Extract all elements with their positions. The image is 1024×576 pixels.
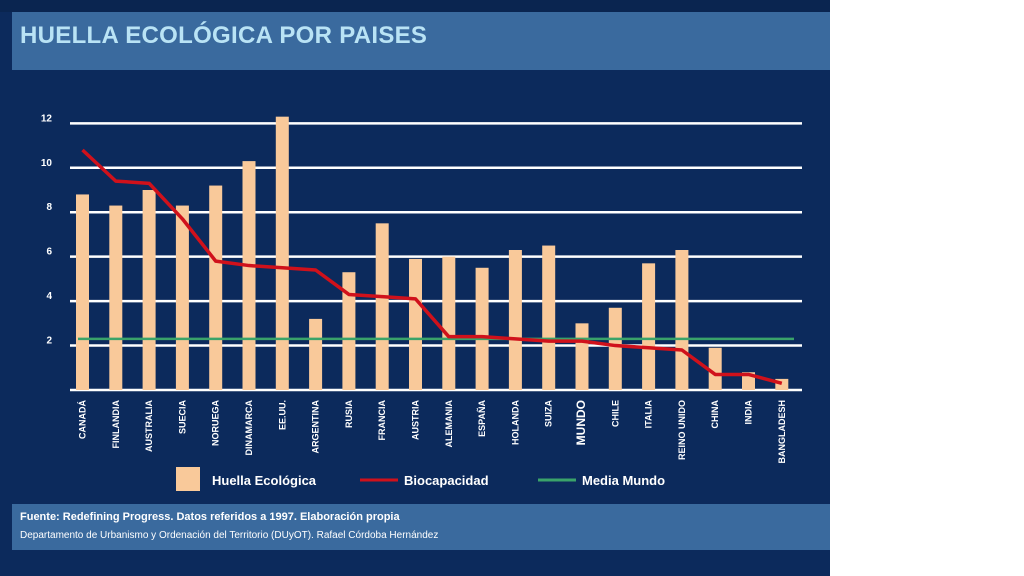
- x-category-label: BANGLADESH: [777, 400, 787, 464]
- x-category-label: CHILE: [610, 400, 620, 427]
- x-category-label: FINLANDIA: [111, 400, 121, 449]
- bar-huella: [508, 250, 522, 390]
- x-category-label: AUSTRALIA: [144, 400, 154, 452]
- lines: [78, 148, 794, 386]
- y-tick-labels: 2 4 6 8 10 12: [41, 113, 53, 346]
- x-category-label: DINAMARCA: [244, 400, 254, 456]
- bar-huella: [275, 116, 289, 390]
- bar-huella: [675, 250, 689, 390]
- slide-background: HUELLA ECOLÓGICA POR PAISES 2 4 6 8 10 12 CAN…: [0, 0, 830, 576]
- bar-huella: [575, 323, 589, 390]
- source-note: Fuente: Redefining Progress. Datos refer…: [20, 511, 400, 523]
- x-category-label: RUSIA: [344, 400, 354, 429]
- x-category-label: ARGENTINA: [311, 400, 321, 454]
- department-credit: Departamento de Urbanismo y Ordenación d…: [20, 530, 439, 541]
- gridlines: [70, 122, 802, 392]
- bar-huella: [375, 223, 389, 390]
- bar-huella: [409, 258, 422, 390]
- x-category-label: AUSTRIA: [411, 400, 421, 440]
- bars: [76, 116, 789, 390]
- y-tick-label: 10: [41, 158, 53, 169]
- x-category-label: HOLANDA: [510, 400, 520, 445]
- bar-huella: [109, 205, 123, 390]
- legend-swatch-huella: [176, 467, 200, 491]
- y-tick-label: 12: [41, 113, 53, 124]
- legend-label-biocapacidad: Biocapacidad: [404, 473, 489, 488]
- x-category-label: NORUEGA: [211, 400, 221, 447]
- bar-huella: [342, 272, 356, 390]
- bar-huella: [309, 318, 323, 390]
- x-category-labels: CANADÁ FINLANDIA AUSTRALIA SUECIA NORUEGA DIN…: [78, 399, 787, 463]
- y-tick-label: 2: [46, 336, 52, 347]
- x-category-label: REINO UNIDO: [677, 400, 687, 460]
- bar-huella: [642, 263, 656, 390]
- y-tick-label: 4: [46, 291, 52, 302]
- bar-huella: [142, 190, 156, 390]
- x-category-label: CANADÁ: [78, 400, 88, 439]
- legend: Huella Ecológica Biocapacidad Media Mund…: [176, 467, 665, 491]
- bar-huella: [708, 347, 722, 390]
- y-tick-label: 8: [46, 202, 52, 213]
- bar-huella: [175, 205, 189, 390]
- legend-label-huella: Huella Ecológica: [212, 473, 317, 488]
- bar-huella: [242, 161, 256, 390]
- title-bar: HUELLA ECOLÓGICA POR PAISES: [12, 12, 830, 70]
- bar-huella: [542, 245, 556, 390]
- x-category-label: SUECIA: [177, 400, 187, 435]
- page-title: HUELLA ECOLÓGICA POR PAISES: [20, 22, 428, 49]
- x-category-label: ESPAÑA: [477, 400, 487, 437]
- bar-huella: [475, 267, 489, 390]
- y-tick-label: 6: [46, 247, 52, 258]
- top-strip: [0, 0, 830, 12]
- x-category-label: MUNDO: [574, 400, 588, 445]
- x-category-label: ALEMANIA: [444, 400, 454, 448]
- bar-huella: [442, 256, 456, 390]
- x-category-label: SUIZA: [544, 399, 554, 427]
- bar-huella: [775, 378, 789, 390]
- bar-huella: [608, 307, 622, 390]
- chart: 2 4 6 8 10 12 CANADÁ FINLANDIA AUSTRALIA SUECIA N…: [41, 113, 802, 491]
- x-category-label: INDIA: [744, 400, 754, 425]
- footer-bar: Fuente: Redefining Progress. Datos refer…: [12, 504, 830, 550]
- x-category-label: EE.UU.: [277, 400, 287, 430]
- x-category-label: FRANCIA: [377, 400, 387, 441]
- x-category-label: ITALIA: [644, 400, 654, 429]
- bar-huella: [209, 185, 223, 390]
- legend-label-media-mundo: Media Mundo: [582, 473, 665, 488]
- x-category-label: CHINA: [710, 400, 720, 429]
- line-biocapacidad: [81, 148, 783, 386]
- bar-huella: [76, 194, 89, 390]
